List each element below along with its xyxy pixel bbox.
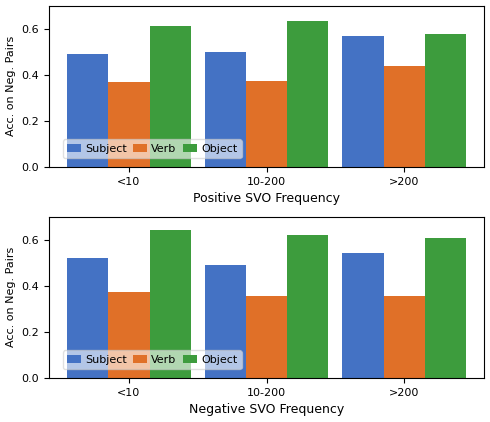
Bar <box>205 265 246 378</box>
Bar <box>108 292 149 378</box>
Y-axis label: Acc. on Neg. Pairs: Acc. on Neg. Pairs <box>5 247 16 347</box>
Bar <box>384 296 425 378</box>
Bar <box>67 258 108 378</box>
Bar <box>287 21 328 167</box>
Bar <box>342 254 384 378</box>
Y-axis label: Acc. on Neg. Pairs: Acc. on Neg. Pairs <box>5 36 16 136</box>
Legend: Subject, Verb, Object: Subject, Verb, Object <box>63 351 242 369</box>
Bar <box>342 35 384 167</box>
Bar <box>384 65 425 167</box>
Legend: Subject, Verb, Object: Subject, Verb, Object <box>63 140 242 158</box>
Bar <box>67 54 108 167</box>
Bar <box>149 230 191 378</box>
Bar <box>425 35 466 167</box>
X-axis label: Negative SVO Frequency: Negative SVO Frequency <box>189 403 344 417</box>
X-axis label: Positive SVO Frequency: Positive SVO Frequency <box>193 192 340 206</box>
Bar <box>287 235 328 378</box>
Bar <box>246 296 287 378</box>
Bar <box>149 26 191 167</box>
Bar <box>425 238 466 378</box>
Bar <box>108 82 149 167</box>
Bar <box>246 81 287 167</box>
Bar <box>205 52 246 167</box>
